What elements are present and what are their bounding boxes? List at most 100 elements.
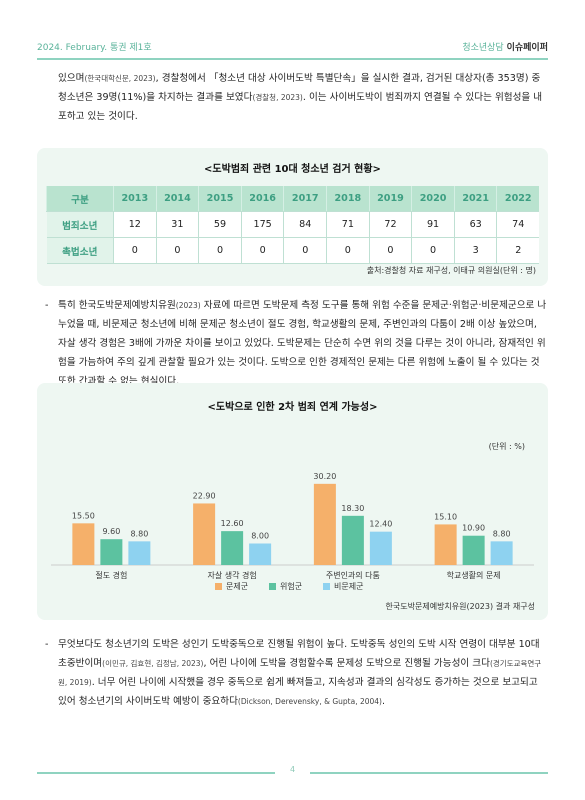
table-cell: 2 (496, 237, 539, 264)
table-cell: 74 (496, 211, 539, 238)
bar-문제군 (193, 503, 216, 565)
footer-divider-left (37, 772, 275, 774)
para1-text-3: . 이는 사이버도박이 범죄까지 연결될 수 있다는 위험성을 내포하고 있는 … (58, 92, 543, 122)
section-name: 청소년상담 (462, 43, 504, 53)
legend-label: 위험군 (280, 582, 302, 591)
para3-body: 무엇보다도 청소년기의 도박은 성인기 도박중독으로 진행될 위험이 높다. 도… (58, 635, 548, 711)
bar-value-label: 9.60 (102, 527, 120, 536)
para3-text-1: 무엇보다도 청소년기의 도박은 성인기 도박중독으로 진행될 위험이 높다. 도… (58, 639, 540, 669)
chart-unit: (단위 : %) (489, 441, 525, 451)
table-cell: 72 (368, 211, 412, 238)
table-cell: 0 (198, 237, 242, 264)
para1-citation-2: (경찰청, 2023) (252, 93, 303, 102)
table-cell: 84 (283, 211, 327, 238)
table-cell: 12 (113, 211, 157, 238)
para2-citation-1: (2023) (175, 301, 201, 310)
year-cell: 2018 (326, 186, 370, 212)
arrest-table: 구분 2013 2014 2015 2016 2017 2018 2019 20… (46, 186, 539, 264)
conclusion-paragraph: - 무엇보다도 청소년기의 도박은 성인기 도박중독으로 진행될 위험이 높다.… (45, 635, 548, 711)
table-source: 출처:경찰청 자료 재구성, 이태규 의원실(단위 : 명) (366, 266, 536, 275)
year-cell: 2020 (411, 186, 455, 212)
footer-divider-right (310, 772, 548, 774)
row-label: 범죄소년 (46, 211, 114, 238)
para3-citation-3: (Dickson, Derevensky, & Gupta, 2004) (237, 697, 382, 706)
header-divider (37, 58, 548, 60)
year-cell: 2022 (496, 186, 539, 212)
section-label: 청소년상담 이슈페이퍼 (462, 40, 548, 53)
para3-text-2: , 어린 나이에 도박을 경험할수록 문제성 도박으로 진행될 가능성이 크다 (203, 658, 490, 669)
para2-text-2: 자료에 따르면 도박문제 측정 도구를 통해 위험 수준을 문제군·위험군·비문… (58, 300, 547, 387)
table-row: 범죄소년 12 31 59 175 84 71 72 91 63 74 (46, 211, 539, 238)
table-cell: 0 (326, 237, 370, 264)
bar-비문제군 (249, 543, 272, 565)
table-cell: 63 (453, 211, 497, 238)
year-cell: 2019 (368, 186, 412, 212)
table-cell: 91 (411, 211, 455, 238)
bar-비문제군 (490, 541, 513, 565)
bullet-dash: - (45, 639, 49, 650)
bullet-dash: - (45, 300, 49, 311)
arrest-table-title: <도박범죄 관련 10대 청소년 검거 현황> (204, 164, 381, 175)
page-number: 4 (289, 765, 296, 774)
table-cell: 71 (326, 211, 370, 238)
bar-value-label: 8.80 (493, 529, 511, 538)
year-cell: 2017 (283, 186, 327, 212)
year-cell: 2014 (155, 186, 199, 212)
legend-swatch (215, 583, 222, 590)
para2-text-1: 특히 한국도박문제예방치유원 (58, 300, 176, 311)
bar-value-label: 15.50 (72, 511, 95, 520)
bar-value-label: 8.80 (130, 529, 148, 538)
bar-chart: <도박으로 인한 2차 범죄 연계 가능성> (단위 : %) 15.50 9.60 8… (51, 400, 535, 611)
year-cell: 2016 (240, 186, 284, 212)
bar-value-label: 15.10 (434, 512, 457, 521)
table-cell: 0 (155, 237, 199, 264)
table-cell: 0 (240, 237, 284, 264)
bar-문제군 (72, 523, 95, 565)
legend-swatch (269, 583, 276, 590)
year-cell: 2021 (453, 186, 497, 212)
category-label: 절도 경험 (95, 570, 127, 580)
bar-value-label: 12.60 (221, 519, 244, 528)
para3-citation-2: (경기도교육연구원, 2019) (58, 659, 542, 687)
para3-text-3: . 너무 어린 나이에 시작했을 경우 중독으로 쉽게 빠져들고, 지속성과 결… (58, 677, 538, 707)
para1-text-2: , 경찰청에서 「청소년 대상 사이버도박 특별단속」을 실시한 결과, 검거된… (58, 73, 541, 103)
bar-value-label: 8.00 (251, 532, 269, 541)
page-header: 2024. February. 통권 제1호 청소년상담 이슈페이퍼 (37, 36, 548, 56)
bar-문제군 (313, 483, 336, 565)
table-cell: 31 (155, 211, 199, 238)
issue-label: 2024. February. 통권 제1호 (37, 43, 152, 53)
intro-paragraph: 있으며(한국대학신문, 2023), 경찰청에서 「청소년 대상 사이버도박 특… (58, 69, 548, 126)
risk-paragraph: - 특히 한국도박문제예방치유원(2023) 자료에 따르면 도박문제 측정 도… (45, 296, 548, 391)
para1-text-1: 있으며 (58, 73, 85, 84)
bar-비문제군 (369, 531, 392, 565)
para3-text-4: . (381, 696, 386, 707)
bar-value-label: 10.90 (462, 524, 485, 533)
row-label: 촉법소년 (46, 237, 114, 264)
table-row: 촉법소년 0 0 0 0 0 0 0 0 3 2 (46, 237, 539, 264)
chart-box: <도박으로 인한 2차 범죄 연계 가능성> (단위 : %) 15.50 9.60 8… (37, 383, 548, 620)
category-label: 학교생활의 문제 (447, 570, 501, 580)
year-cell: 2013 (113, 186, 157, 212)
para2-body: 특히 한국도박문제예방치유원(2023) 자료에 따르면 도박문제 측정 도구를… (58, 296, 548, 391)
legend-label: 비문제군 (334, 582, 363, 591)
table-cell: 175 (240, 211, 284, 238)
bar-위험군 (221, 531, 244, 565)
bar-위험군 (341, 515, 364, 565)
para1-citation-1: (한국대학신문, 2023) (84, 74, 156, 83)
table-cell: 0 (411, 237, 455, 264)
chart-title: <도박으로 인한 2차 범죄 연계 가능성> (208, 400, 378, 413)
bar-위험군 (462, 535, 485, 565)
series-name: 이슈페이퍼 (506, 43, 548, 53)
year-cell: 2015 (198, 186, 242, 212)
category-label: 주변인과의 다툼 (326, 570, 380, 580)
table-corner-cell: 구분 (46, 186, 114, 212)
bar-value-label: 12.40 (369, 520, 392, 529)
arrest-table-box: <도박범죄 관련 10대 청소년 검거 현황> 구분 2013 2014 201… (37, 148, 548, 286)
bar-value-label: 30.20 (313, 472, 336, 481)
table-cell: 0 (368, 237, 412, 264)
table-cell: 0 (113, 237, 157, 264)
category-label: 자살 생각 경험 (208, 570, 257, 580)
legend-swatch (323, 583, 330, 590)
bar-value-label: 18.30 (341, 504, 364, 513)
bar-위험군 (100, 539, 123, 565)
